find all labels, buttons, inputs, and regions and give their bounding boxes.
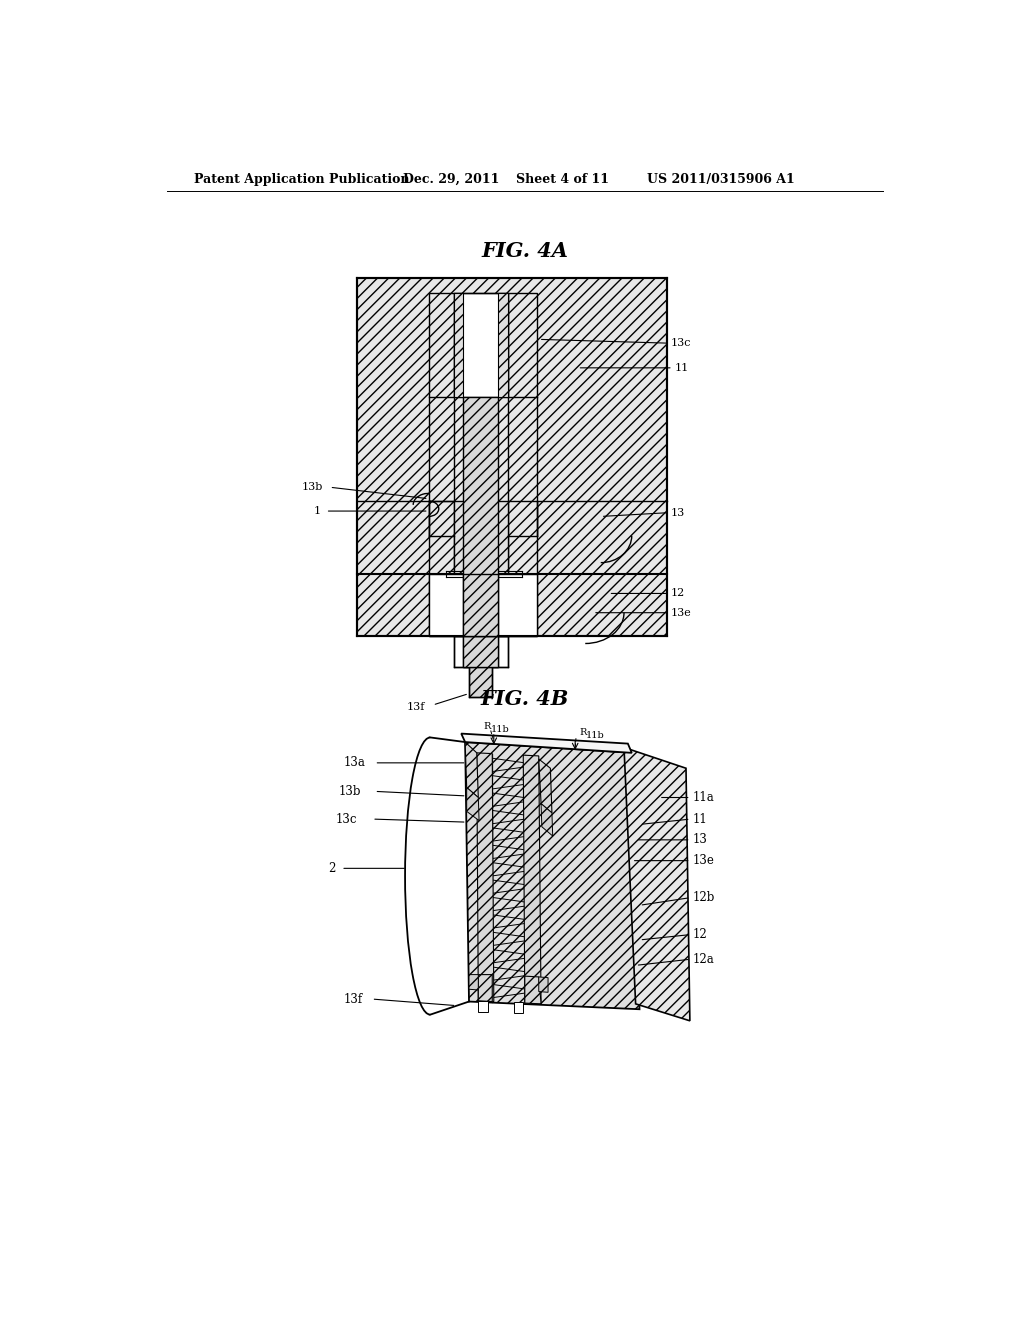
Text: 13c: 13c [671,338,691,348]
Text: 13c: 13c [336,813,357,825]
Bar [356,277,667,636]
Text: US 2011/0315906 A1: US 2011/0315906 A1 [647,173,795,186]
Polygon shape [469,974,478,990]
Text: 1: 1 [314,506,322,516]
Text: Sheet 4 of 11: Sheet 4 of 11 [515,173,608,186]
Text: 12b: 12b [692,891,715,904]
Polygon shape [465,742,640,1010]
Text: 13f: 13f [343,993,362,1006]
Text: 11b: 11b [490,725,510,734]
Text: 12a: 12a [692,953,714,966]
Polygon shape [541,804,553,836]
Polygon shape [539,977,548,993]
Text: R: R [580,729,587,738]
Bar [463,397,499,636]
Text: 12: 12 [692,928,707,941]
Bar [454,293,508,397]
Bar [508,502,538,636]
Polygon shape [465,742,478,797]
Text: 13: 13 [671,508,685,517]
Text: FIG. 4B: FIG. 4B [480,689,569,709]
Bar [454,293,463,397]
Text: 13a: 13a [343,756,366,770]
Polygon shape [524,977,541,1003]
Polygon shape [461,734,632,752]
Polygon shape [477,752,494,1002]
Text: 13e: 13e [692,854,714,867]
Bar [499,293,508,397]
Text: 11a: 11a [692,791,714,804]
Polygon shape [478,974,493,1002]
Text: 11b: 11b [586,731,605,741]
Text: 13b: 13b [339,785,361,797]
Bar [463,636,499,667]
Text: 12: 12 [671,589,685,598]
Text: 13: 13 [692,833,708,846]
Bar [429,293,454,536]
Text: 11: 11 [675,363,688,372]
Bar [469,667,493,697]
Polygon shape [467,788,479,821]
Polygon shape [523,755,541,1003]
Text: FIG. 4A: FIG. 4A [481,240,568,261]
Text: 11: 11 [692,813,707,825]
Text: Dec. 29, 2011: Dec. 29, 2011 [403,173,500,186]
Text: R: R [483,722,490,731]
Bar [429,574,538,636]
Text: 13f: 13f [407,702,425,711]
Polygon shape [539,759,552,813]
Text: 13b: 13b [302,482,323,492]
Text: Patent Application Publication: Patent Application Publication [194,173,410,186]
Bar [463,574,499,636]
Bar [454,636,508,667]
Bar [508,293,538,536]
Polygon shape [478,1001,487,1011]
Bar [454,502,508,636]
Text: 2: 2 [328,862,335,875]
Polygon shape [514,1002,523,1014]
Text: 13e: 13e [671,607,691,618]
Polygon shape [624,747,690,1020]
Bar [429,502,454,636]
Bar [463,636,499,667]
